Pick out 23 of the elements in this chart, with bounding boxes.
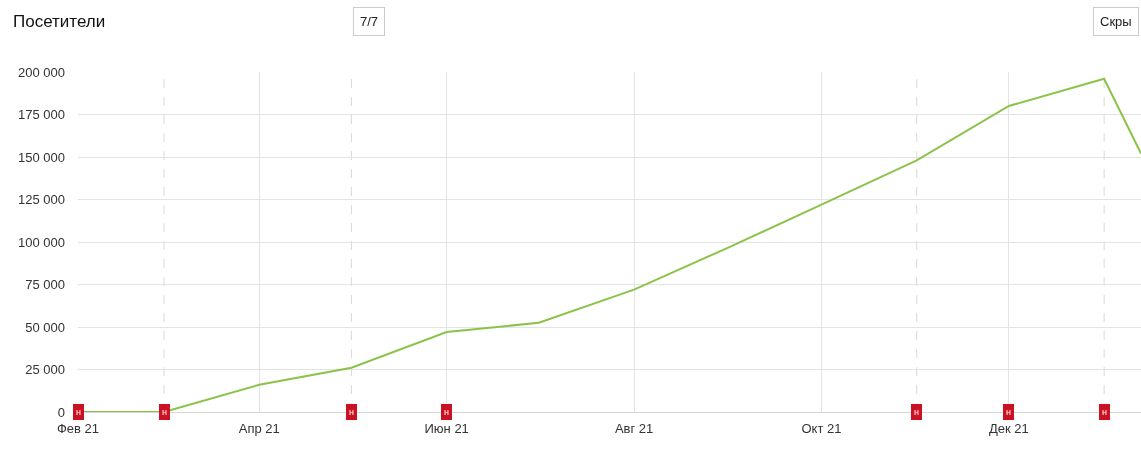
y-tick-label: 50 000 xyxy=(25,319,65,335)
text: Скры xyxy=(1100,14,1132,29)
y-tick-label: 75 000 xyxy=(25,277,65,293)
chart-title: Посетители xyxy=(13,11,106,31)
x-tick-label: Окт 21 xyxy=(801,420,842,436)
y-tick-label: 175 000 xyxy=(18,107,65,123)
y-tick-label: 0 xyxy=(57,404,65,420)
x-tick-label: Апр 21 xyxy=(238,420,280,436)
y-tick-label: 125 000 xyxy=(18,192,65,208)
annotation: н xyxy=(914,407,919,417)
text: 7/7 xyxy=(360,14,379,29)
x-tick-label: Июн 21 xyxy=(424,420,469,436)
x-tick-label: Дек 21 xyxy=(988,420,1029,436)
annotation: н xyxy=(1006,407,1011,417)
x-tick-label: Фев 21 xyxy=(56,420,100,436)
y-tick-label: 25 000 xyxy=(25,362,65,378)
x-tick-label: Авг 21 xyxy=(614,420,654,436)
annotation: н xyxy=(1102,407,1107,417)
annotation: н xyxy=(444,407,449,417)
y-tick-label: 100 000 xyxy=(18,234,65,250)
annotation: н xyxy=(349,407,354,417)
y-tick-label: 200 000 xyxy=(18,64,65,80)
y-tick-label: 150 000 xyxy=(18,149,65,165)
